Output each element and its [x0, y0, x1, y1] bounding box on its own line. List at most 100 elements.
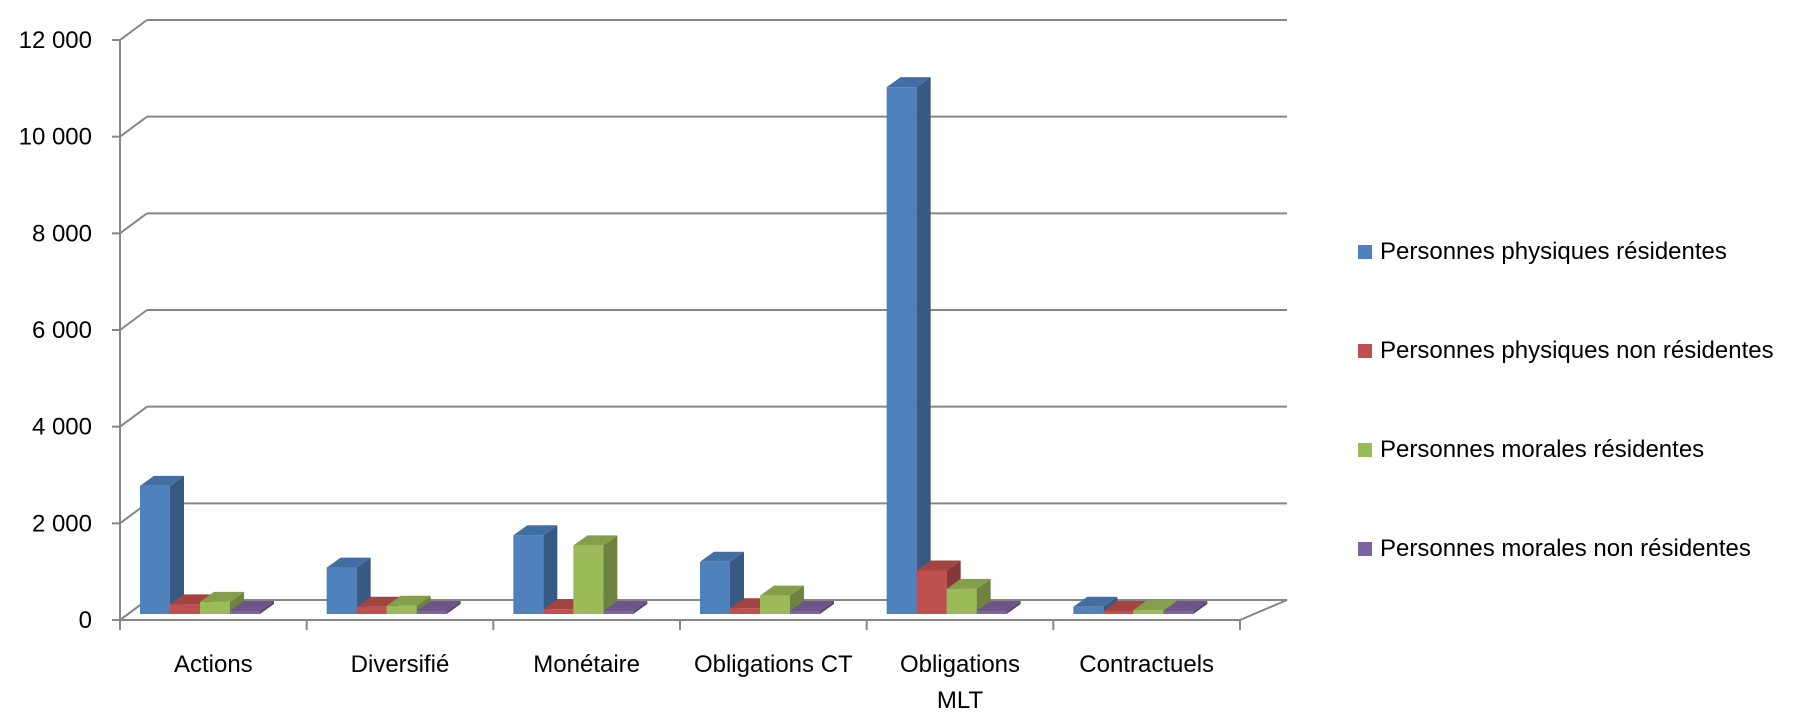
- bar-side: [790, 585, 804, 614]
- bar-front: [1133, 610, 1164, 614]
- bar-side: [820, 601, 834, 614]
- bar-front: [200, 601, 230, 614]
- bar-front: [1163, 611, 1194, 614]
- bar-front: [700, 561, 730, 614]
- bar: [700, 551, 744, 614]
- y-tick-label: 2 000: [32, 510, 92, 537]
- x-category-label: Monétaire: [533, 651, 640, 678]
- bar-side: [230, 591, 244, 614]
- bar-side: [170, 475, 184, 614]
- bar: [1163, 601, 1208, 614]
- bar-front: [916, 570, 947, 614]
- gridlines: [119, 19, 1287, 621]
- bar: [200, 591, 244, 614]
- bar-front: [140, 485, 170, 614]
- bar-side: [730, 551, 744, 614]
- bar-top: [700, 551, 744, 562]
- bar-top: [760, 585, 804, 596]
- bar-side: [916, 77, 931, 614]
- y-tick-label: 12 000: [19, 27, 92, 54]
- bar-top: [886, 77, 931, 88]
- bar: [760, 585, 804, 614]
- bar-front: [230, 611, 260, 614]
- y-tick-labels: 0 2 000 4 000 6 000 8 000 10 000 12 000: [19, 27, 92, 634]
- x-category-label: Contractuels: [1079, 651, 1214, 678]
- legend-label: Personnes physiques non résidentes: [1380, 337, 1774, 364]
- bar: [603, 601, 648, 614]
- legend-label: Personnes morales résidentes: [1380, 436, 1704, 463]
- bar-top: [603, 601, 648, 611]
- bar-side: [446, 601, 461, 614]
- x-category-label: Obligations CT: [694, 651, 853, 678]
- bar-top: [513, 525, 558, 536]
- bar-top: [790, 601, 834, 611]
- legend-swatch: [1358, 542, 1372, 556]
- bar-front: [170, 604, 200, 614]
- bar-front: [356, 606, 387, 614]
- bar-top: [1163, 601, 1208, 611]
- bar-front: [603, 611, 634, 614]
- y-tick-label: 6 000: [32, 317, 92, 344]
- bar-side: [1006, 601, 1021, 614]
- gridline-diagonal: [119, 405, 148, 428]
- bar-side: [543, 525, 558, 614]
- gridline-diagonal: [119, 115, 148, 138]
- axes: [112, 39, 1288, 630]
- x-category-label: Actions: [174, 651, 253, 678]
- bar: [230, 601, 274, 614]
- bar-front: [543, 609, 574, 614]
- legend: Personnes physiques résidentes Personnes …: [1358, 238, 1774, 562]
- bar-front: [760, 595, 790, 614]
- legend-label: Personnes physiques résidentes: [1380, 238, 1727, 265]
- bar: [140, 475, 184, 614]
- bar-top: [326, 557, 371, 568]
- bar: [416, 601, 461, 614]
- bar-side: [603, 535, 618, 614]
- bar-front: [976, 611, 1007, 614]
- bar-front: [573, 545, 604, 614]
- bar-side: [260, 601, 274, 614]
- bar-front: [326, 567, 357, 614]
- bar-top: [230, 601, 274, 611]
- bar: [886, 77, 931, 614]
- bar: [513, 525, 558, 614]
- bar: [790, 601, 834, 614]
- legend-swatch: [1358, 344, 1372, 358]
- bar-top: [916, 560, 961, 571]
- bar: [976, 601, 1021, 614]
- gridline-diagonal: [119, 309, 148, 331]
- legend-swatch: [1358, 443, 1372, 457]
- legend-swatch: [1358, 245, 1372, 259]
- bar-front: [1073, 606, 1104, 614]
- bar-front: [886, 87, 917, 614]
- bar-top: [946, 578, 991, 589]
- bar-front: [790, 611, 820, 614]
- bar-front: [386, 605, 417, 614]
- bar-front: [513, 535, 544, 614]
- bar: [326, 557, 371, 614]
- bar-top: [976, 601, 1021, 611]
- bar-side: [1193, 601, 1208, 614]
- bar-top: [200, 591, 244, 602]
- y-tick-label: 8 000: [32, 220, 92, 247]
- bars: [140, 77, 1208, 614]
- x-category-label: Diversifié: [351, 651, 450, 678]
- bar-top: [1133, 600, 1178, 611]
- bar-top: [140, 475, 184, 486]
- bar-top: [1073, 596, 1118, 607]
- bar-front: [946, 588, 977, 614]
- bar-front: [1103, 611, 1134, 614]
- bar-front: [730, 608, 760, 614]
- bar-top: [416, 601, 461, 611]
- bar-top: [386, 595, 431, 606]
- y-tick-label: 0: [79, 607, 92, 634]
- legend-label: Personnes morales non résidentes: [1380, 535, 1751, 562]
- y-tick-label: 4 000: [32, 414, 92, 441]
- x-category-labels: Actions Diversifié Monétaire Obligations CT…: [174, 651, 1214, 712]
- gridline-diagonal: [119, 19, 148, 41]
- gridline-diagonal: [119, 212, 148, 235]
- bar-top: [573, 535, 618, 546]
- bar-side: [633, 601, 648, 614]
- x-category-label: Obligations MLT: [900, 651, 1020, 712]
